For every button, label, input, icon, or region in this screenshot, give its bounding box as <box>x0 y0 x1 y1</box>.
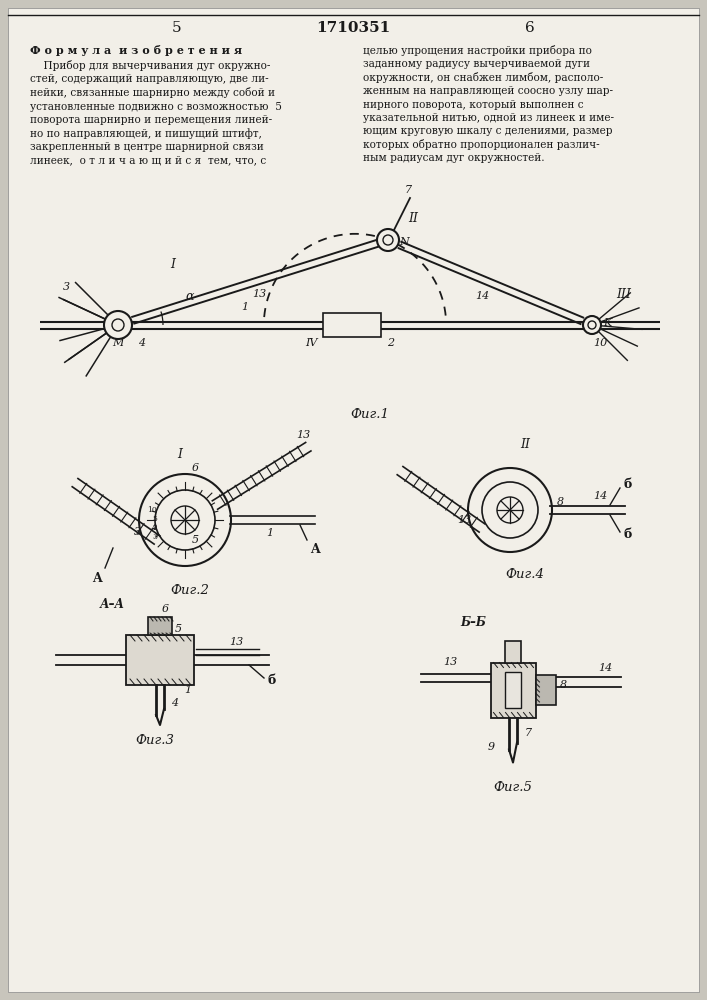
Circle shape <box>377 229 399 251</box>
Circle shape <box>383 235 393 245</box>
Text: II: II <box>520 438 530 452</box>
Text: Прибор для вычерчивания дуг окружно-
стей, содержащий направляющую, две ли-
нейк: Прибор для вычерчивания дуг окружно- сте… <box>30 60 282 165</box>
Text: 8: 8 <box>560 680 567 690</box>
Text: 8: 8 <box>556 497 563 507</box>
Text: 14: 14 <box>593 491 607 501</box>
Text: 7: 7 <box>404 185 411 195</box>
Text: I: I <box>177 448 182 462</box>
Circle shape <box>171 506 199 534</box>
Text: α: α <box>186 290 194 304</box>
Text: K: K <box>603 318 611 328</box>
Circle shape <box>112 319 124 331</box>
Text: 5: 5 <box>173 21 182 35</box>
Text: 6: 6 <box>161 604 168 614</box>
Bar <box>126 635 194 685</box>
Text: б: б <box>623 528 631 542</box>
Bar <box>148 617 172 635</box>
Bar <box>505 641 521 662</box>
Circle shape <box>155 490 215 550</box>
Text: 9: 9 <box>487 742 495 752</box>
Text: Фиг.4: Фиг.4 <box>506 568 544 582</box>
Text: II: II <box>408 212 418 225</box>
Circle shape <box>139 474 231 566</box>
Text: IV: IV <box>305 338 317 348</box>
Text: б: б <box>623 479 631 491</box>
Text: Б–Б: Б–Б <box>460 615 486 629</box>
Text: Фиг.5: Фиг.5 <box>493 781 532 794</box>
Circle shape <box>497 497 523 523</box>
Circle shape <box>583 316 601 334</box>
Bar <box>505 672 521 708</box>
Text: 10: 10 <box>147 506 157 514</box>
Circle shape <box>104 311 132 339</box>
Text: N: N <box>399 237 409 247</box>
Text: 3: 3 <box>134 527 141 537</box>
Text: 7: 7 <box>525 728 532 738</box>
Text: Фиг.3: Фиг.3 <box>136 734 175 746</box>
Text: 3: 3 <box>62 282 69 292</box>
Text: M: M <box>112 338 124 348</box>
Text: 13: 13 <box>252 289 266 299</box>
Text: 14: 14 <box>475 291 489 301</box>
Text: 2: 2 <box>152 524 157 532</box>
Text: целью упрощения настройки прибора по
заданному радиусу вычерчиваемой дуги
окружн: целью упрощения настройки прибора по зад… <box>363 45 614 163</box>
Bar <box>535 675 556 705</box>
Bar <box>323 313 381 337</box>
Circle shape <box>468 468 552 552</box>
Text: 13: 13 <box>296 430 310 440</box>
Text: 2: 2 <box>387 338 395 348</box>
Text: Фиг.2: Фиг.2 <box>170 584 209 596</box>
Text: 1710351: 1710351 <box>316 21 390 35</box>
Text: 5: 5 <box>152 515 157 523</box>
Text: 1: 1 <box>185 685 192 695</box>
Text: III: III <box>617 288 631 302</box>
Text: Фиг.1: Фиг.1 <box>351 408 390 422</box>
Text: I: I <box>170 258 175 271</box>
Text: 1: 1 <box>267 528 274 538</box>
Circle shape <box>588 321 596 329</box>
Text: 1: 1 <box>241 302 249 312</box>
Text: 10: 10 <box>593 338 607 348</box>
Circle shape <box>482 482 538 538</box>
Text: 5: 5 <box>192 535 199 545</box>
Text: 5: 5 <box>175 624 182 634</box>
Text: б: б <box>267 674 275 686</box>
Text: A: A <box>310 543 320 556</box>
Text: 4: 4 <box>171 698 179 708</box>
Text: 6: 6 <box>525 21 535 35</box>
Text: 4: 4 <box>152 524 157 532</box>
Text: 14: 14 <box>598 663 613 673</box>
Text: 4: 4 <box>139 338 146 348</box>
Text: A: A <box>92 572 102 585</box>
Text: 13: 13 <box>457 515 471 525</box>
Text: 6: 6 <box>192 463 199 473</box>
Text: Ф о р м у л а  и з о б р е т е н и я: Ф о р м у л а и з о б р е т е н и я <box>30 45 242 56</box>
Text: 13: 13 <box>443 657 457 667</box>
Bar <box>491 662 535 718</box>
Text: 13: 13 <box>229 637 243 647</box>
Text: 3: 3 <box>152 533 157 541</box>
Text: А–А: А–А <box>100 598 124 611</box>
